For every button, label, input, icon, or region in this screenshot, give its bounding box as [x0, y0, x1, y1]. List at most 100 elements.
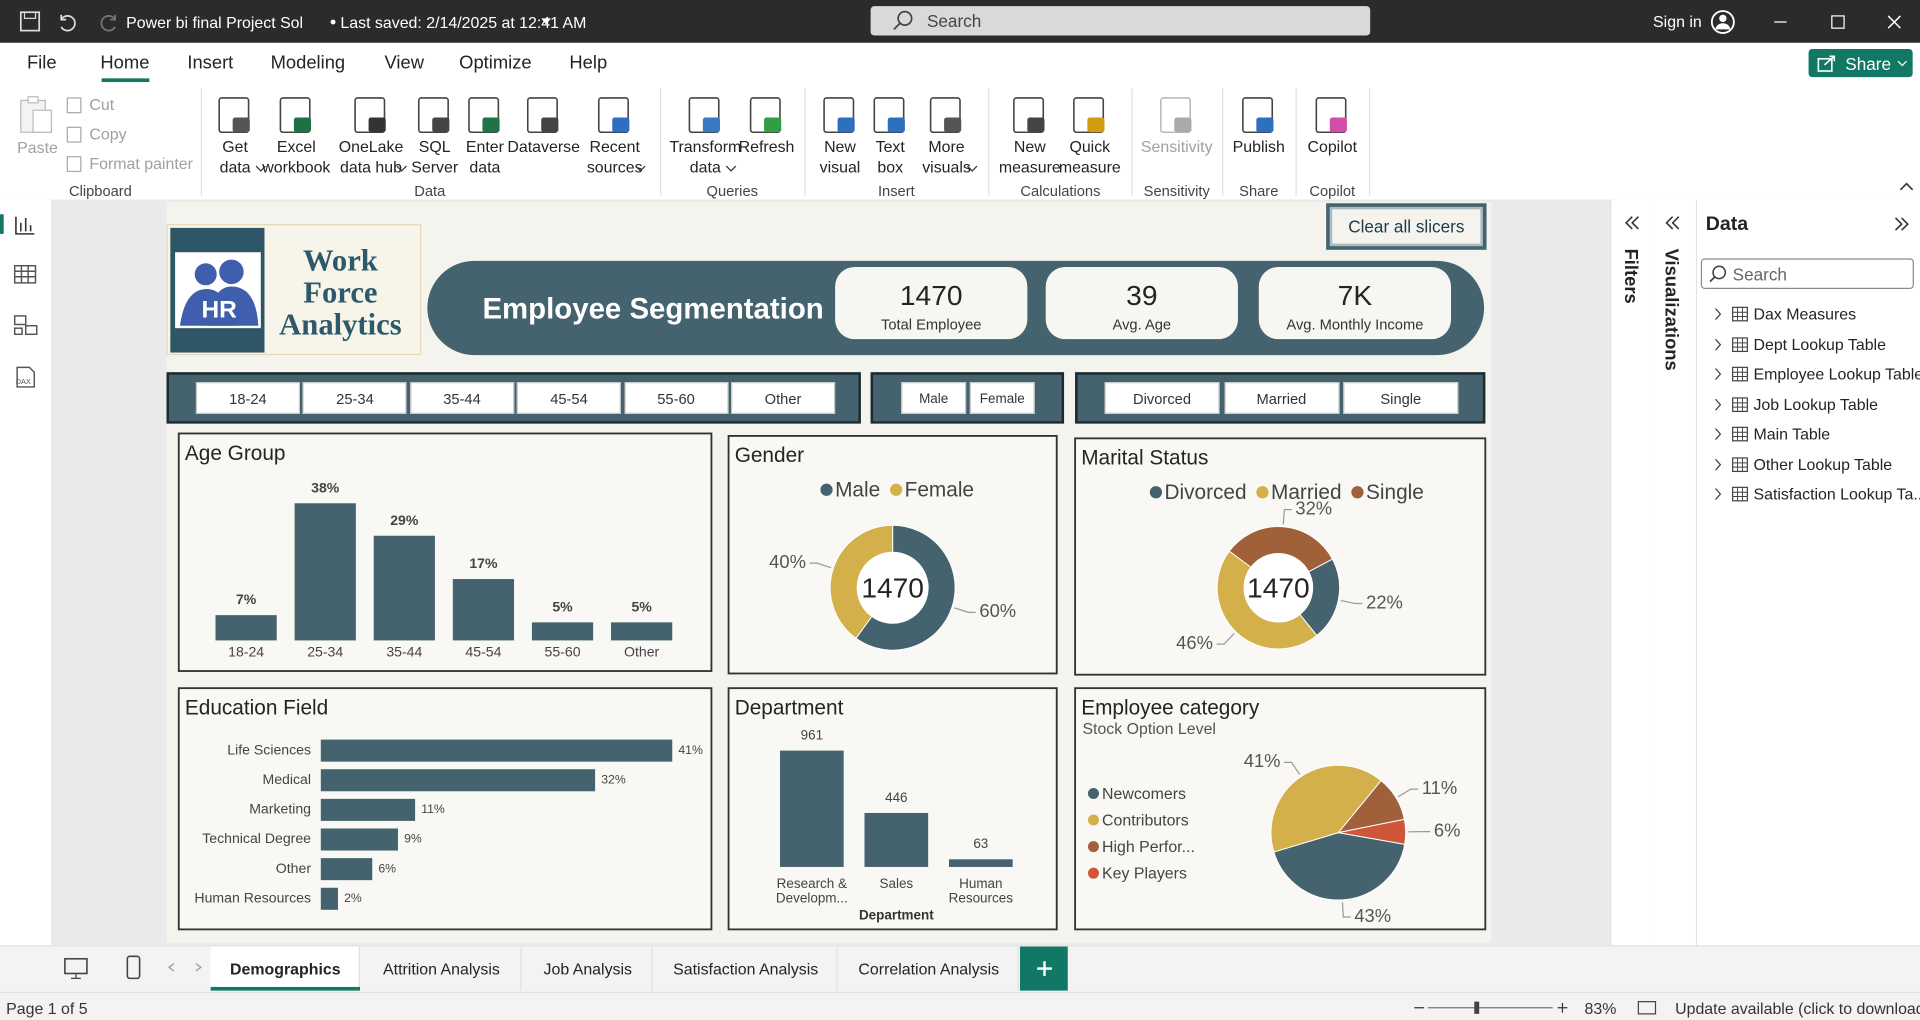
- bar: [320, 828, 398, 851]
- expand-visualizations[interactable]: [1664, 214, 1681, 231]
- leader-line: [1340, 599, 1363, 605]
- button-label: Get: [222, 137, 248, 156]
- slicer-button[interactable]: 25-34: [302, 382, 408, 414]
- data-search[interactable]: Search: [1700, 258, 1914, 289]
- group-label: Data: [414, 182, 446, 200]
- sign-in[interactable]: Sign in: [1653, 12, 1702, 31]
- group-separator: [1222, 88, 1224, 196]
- ribbon-button[interactable]: More visuals: [898, 88, 996, 184]
- menu-item[interactable]: Insert: [187, 52, 234, 74]
- table-item[interactable]: Main Table: [1697, 422, 1917, 446]
- expand-chevron: [1715, 368, 1722, 380]
- ribbon-button[interactable]: Transform data: [656, 88, 754, 184]
- paste-label[interactable]: Paste: [17, 138, 58, 157]
- search-box[interactable]: Search: [870, 6, 1371, 36]
- slicer-button[interactable]: 35-44: [409, 382, 515, 414]
- icon-accent: [232, 117, 250, 133]
- grid-icon-lines: [1732, 427, 1748, 441]
- slicer-button[interactable]: 55-60: [623, 382, 729, 414]
- group-label: Insert: [877, 182, 915, 200]
- ribbon-button[interactable]: SQL Server: [386, 88, 484, 184]
- ribbon-button[interactable]: Sensitivity: [1128, 88, 1226, 184]
- ribbon-button[interactable]: Get data: [186, 88, 284, 184]
- bar: [780, 750, 844, 867]
- button-label: OneLake: [338, 137, 404, 156]
- center-label: 1470: [861, 573, 924, 604]
- filters-pane[interactable]: Filters: [1610, 199, 1655, 946]
- button-label: Excel: [276, 137, 316, 156]
- slicer-button[interactable]: Married: [1223, 382, 1339, 414]
- view-sidebar: DAX: [0, 199, 53, 992]
- menu-item[interactable]: Home: [100, 52, 150, 74]
- slicer-button[interactable]: Single: [1343, 382, 1459, 414]
- menu-item[interactable]: Optimize: [459, 52, 532, 74]
- slicer-button[interactable]: 45-54: [516, 382, 622, 414]
- page-tab[interactable]: Demographics: [210, 946, 361, 991]
- button-label: measure: [1058, 157, 1121, 177]
- collapse-data[interactable]: [1893, 216, 1910, 233]
- ribbon-button[interactable]: Quick measure: [1041, 88, 1139, 184]
- slicer-button[interactable]: Divorced: [1104, 382, 1220, 414]
- menu-item[interactable]: File: [26, 52, 57, 74]
- slicer-button[interactable]: Other: [731, 382, 836, 414]
- table-icon: [1715, 486, 1748, 502]
- table-item[interactable]: Satisfaction Lookup Ta...: [1697, 482, 1920, 506]
- share-button[interactable]: Share: [1808, 48, 1913, 78]
- ribbon-button[interactable]: OneLake data hub: [322, 88, 420, 184]
- page-tab[interactable]: Job Analysis: [522, 946, 653, 991]
- quick-access[interactable]: [17, 10, 127, 34]
- ribbon-button[interactable]: New measure: [981, 88, 1079, 184]
- legend-label: Single: [1366, 481, 1424, 504]
- page-tab[interactable]: Satisfaction Analysis: [653, 946, 838, 991]
- zoom-slider[interactable]: [1411, 998, 1668, 1018]
- expand-chevron: [1715, 398, 1722, 410]
- legend-label: Key Players: [1102, 866, 1187, 883]
- table-name: Satisfaction Lookup Ta...: [1753, 484, 1920, 504]
- ribbon-button[interactable]: Publish: [1210, 88, 1308, 184]
- group-label: Copilot: [1309, 182, 1356, 200]
- small-label: Cut: [89, 95, 115, 114]
- ribbon-button[interactable]: Enter data: [436, 88, 534, 184]
- table-item[interactable]: Job Lookup Table: [1697, 392, 1917, 416]
- ribbon-button[interactable]: New visual: [791, 88, 889, 184]
- y-tick-label: Human Resources: [194, 889, 311, 905]
- button-label: Dataverse: [507, 137, 580, 156]
- dropdown[interactable]: [540, 17, 552, 27]
- kpi-value: 7K: [1337, 279, 1373, 312]
- page-tab[interactable]: Correlation Analysis: [838, 946, 1019, 991]
- collapse-ribbon[interactable]: [1899, 181, 1914, 191]
- tab-label: Job Analysis: [543, 960, 632, 979]
- table-item[interactable]: Employee Lookup Table: [1697, 362, 1920, 386]
- group-separator: [988, 88, 990, 196]
- ribbon-button[interactable]: Recent sources: [566, 88, 664, 184]
- slicer-button[interactable]: Male: [901, 382, 967, 414]
- menu-item[interactable]: Modeling: [270, 52, 346, 74]
- menu-item[interactable]: Help: [569, 52, 608, 74]
- tab-controls[interactable]: [61, 954, 214, 983]
- table-item[interactable]: Dax Measures: [1697, 302, 1917, 326]
- group-separator: [660, 88, 662, 196]
- ribbon-button[interactable]: Copilot: [1283, 88, 1381, 184]
- clear-slicers-button[interactable]: Clear all slicers: [1326, 203, 1487, 250]
- button-icon: [597, 97, 630, 134]
- ribbon-button[interactable]: Text box: [841, 88, 939, 184]
- visualizations-pane[interactable]: Visualizations: [1653, 199, 1698, 946]
- menu-item[interactable]: View: [384, 52, 424, 74]
- slicer-button[interactable]: Female: [969, 382, 1035, 414]
- page-tab[interactable]: Attrition Analysis: [361, 946, 522, 991]
- expand-filters[interactable]: [1624, 214, 1641, 231]
- window-controls[interactable]: [1709, 7, 1920, 36]
- slicer-button[interactable]: 18-24: [195, 382, 301, 414]
- update-notice[interactable]: Update available (click to download): [1675, 999, 1920, 1018]
- table-item[interactable]: Dept Lookup Table: [1697, 332, 1917, 356]
- zoom-level[interactable]: 83%: [1584, 999, 1617, 1018]
- ribbon-button[interactable]: Refresh: [718, 88, 816, 184]
- table-item[interactable]: Other Lookup Table: [1697, 452, 1917, 476]
- share-label: Share: [1845, 53, 1892, 74]
- add-page-button[interactable]: [1020, 946, 1068, 991]
- x-axis-title: Department: [859, 907, 934, 922]
- view-icons[interactable]: DAX: [0, 200, 51, 408]
- ribbon-button[interactable]: Dataverse: [495, 88, 593, 184]
- ribbon-button[interactable]: Excel workbook: [247, 88, 345, 184]
- separator-dot: [330, 19, 336, 25]
